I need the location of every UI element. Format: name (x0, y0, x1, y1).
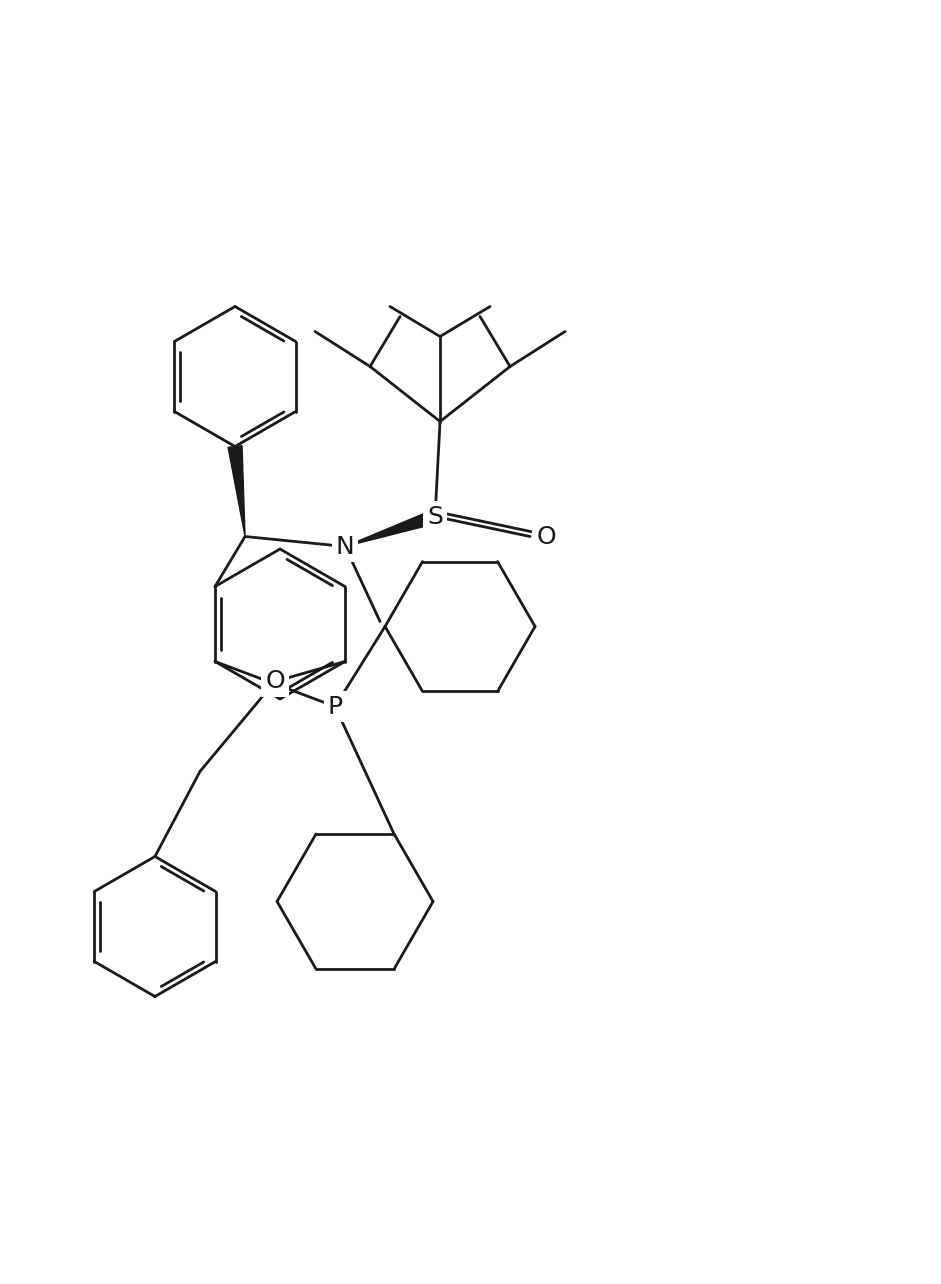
Text: S: S (427, 505, 443, 529)
Text: N: N (336, 534, 355, 559)
Text: O: O (265, 669, 285, 693)
Text: O: O (536, 524, 556, 548)
Polygon shape (345, 510, 438, 547)
Polygon shape (228, 446, 245, 537)
Text: P: P (327, 695, 343, 719)
